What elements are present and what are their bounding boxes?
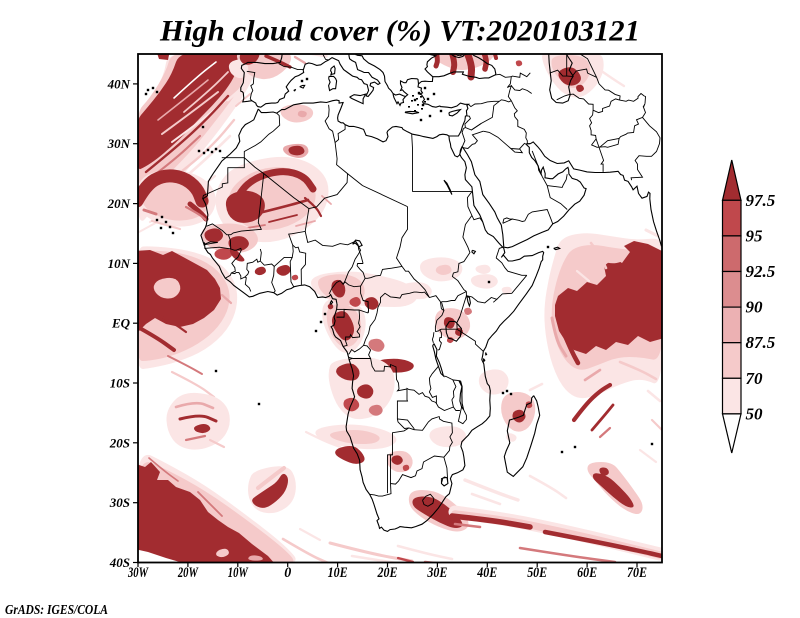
svg-text:87.5: 87.5 — [746, 333, 776, 352]
svg-text:40S: 40S — [109, 555, 130, 570]
svg-text:30W: 30W — [127, 565, 149, 581]
svg-text:30S: 30S — [109, 495, 130, 510]
svg-text:0: 0 — [284, 565, 291, 581]
svg-text:20E: 20E — [377, 565, 398, 581]
svg-text:High cloud cover (%) VT:202010: High cloud cover (%) VT:2020103121 — [159, 15, 640, 48]
svg-text:20S: 20S — [109, 435, 130, 450]
svg-text:10W: 10W — [228, 565, 249, 581]
svg-text:92.5: 92.5 — [746, 262, 776, 281]
svg-text:30E: 30E — [427, 565, 448, 581]
svg-text:20W: 20W — [177, 565, 199, 581]
svg-text:20N: 20N — [107, 196, 131, 211]
svg-text:95: 95 — [746, 226, 764, 245]
svg-text:50E: 50E — [527, 565, 547, 581]
svg-text:40N: 40N — [107, 76, 131, 91]
svg-text:EQ: EQ — [111, 316, 131, 331]
svg-text:10E: 10E — [328, 565, 348, 581]
svg-text:60E: 60E — [577, 565, 597, 581]
svg-text:GrADS: IGES/COLA: GrADS: IGES/COLA — [5, 602, 108, 617]
svg-text:97.5: 97.5 — [746, 191, 776, 210]
svg-text:90: 90 — [746, 298, 764, 317]
svg-text:30N: 30N — [107, 136, 131, 151]
svg-text:40E: 40E — [477, 565, 498, 581]
svg-text:70E: 70E — [627, 565, 647, 581]
svg-text:10N: 10N — [108, 256, 131, 271]
svg-text:50: 50 — [746, 404, 764, 423]
svg-text:70: 70 — [746, 369, 764, 388]
svg-text:10S: 10S — [110, 376, 130, 391]
